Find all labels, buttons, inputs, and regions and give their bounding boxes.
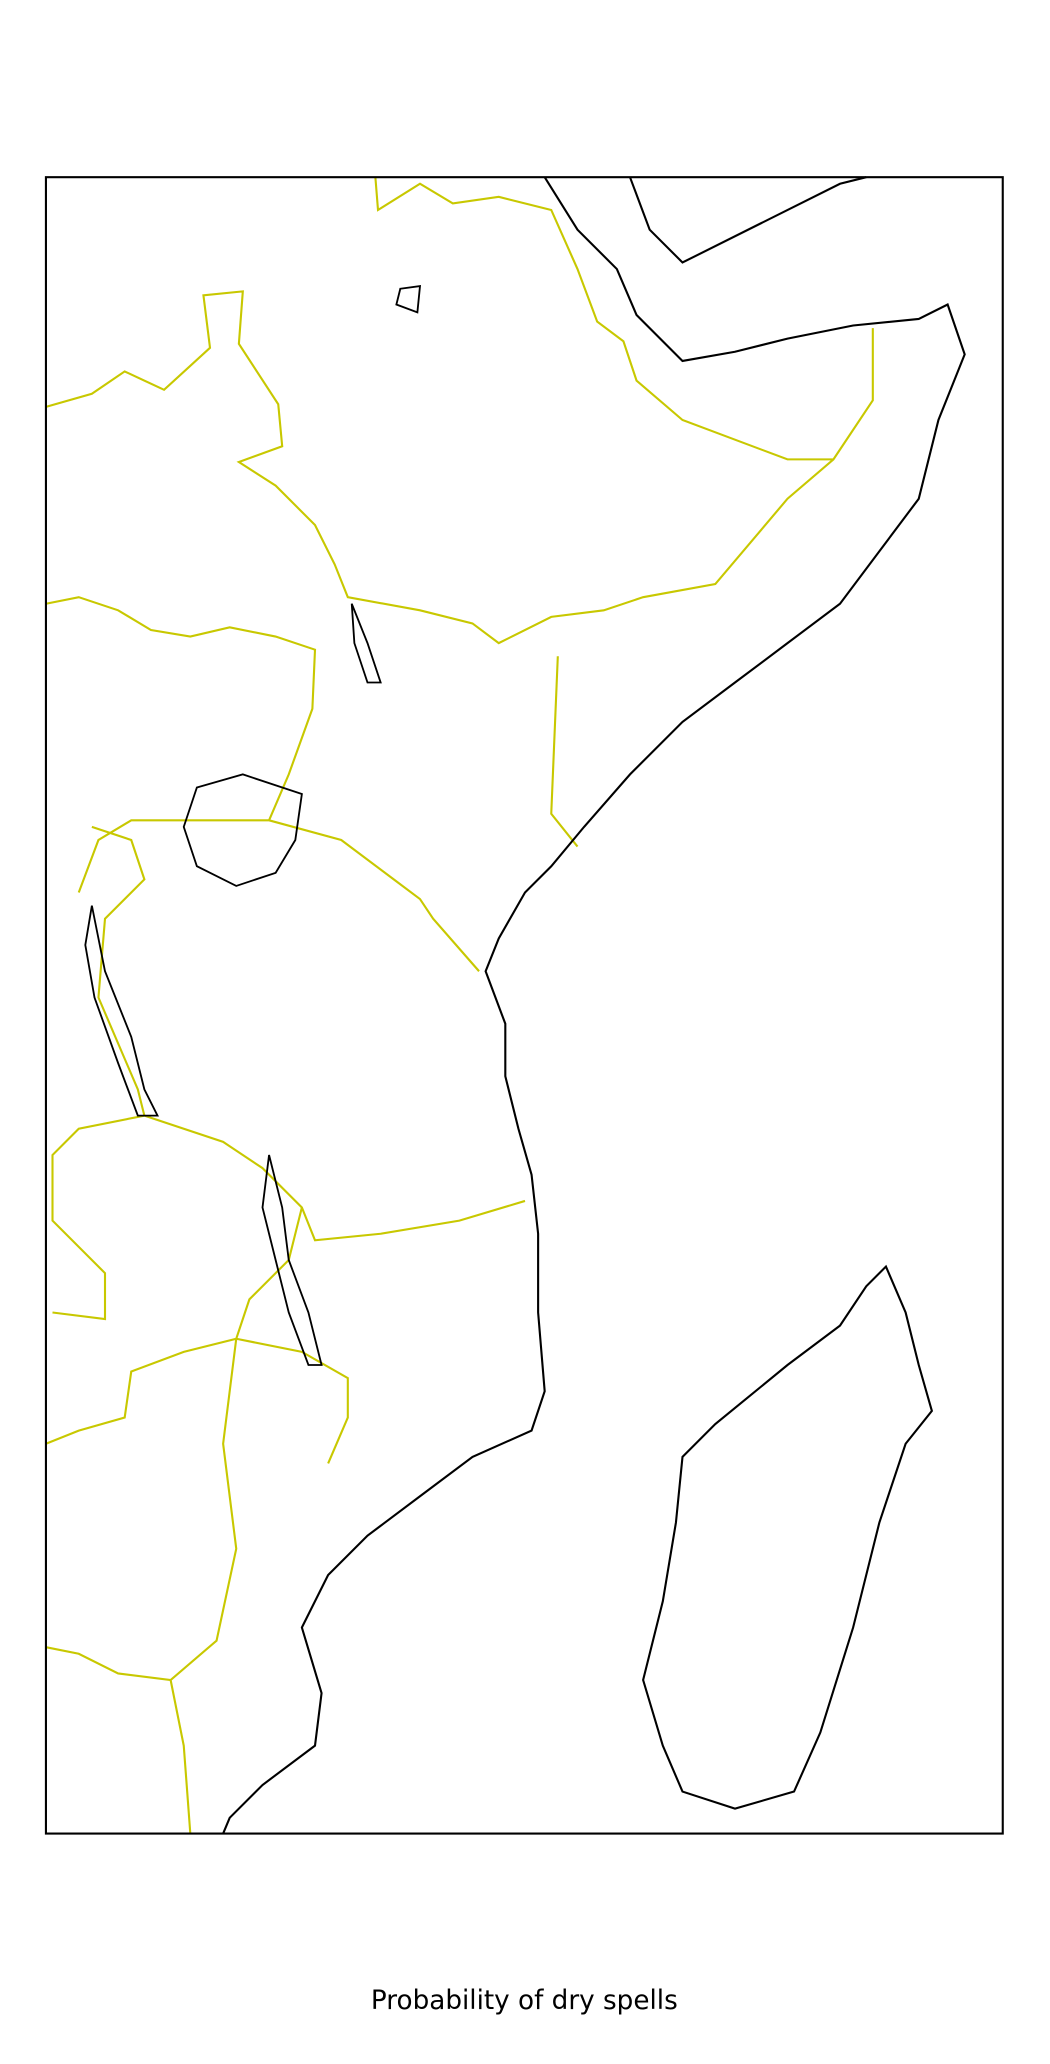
map-frame — [44, 176, 1004, 1835]
lake — [84, 285, 422, 1366]
border — [45, 177, 874, 1834]
madagascar — [642, 1264, 934, 1810]
map-lines — [45, 176, 966, 1834]
colorbar-label: Probability of dry spells — [371, 1986, 678, 2016]
coastline — [222, 176, 966, 1834]
